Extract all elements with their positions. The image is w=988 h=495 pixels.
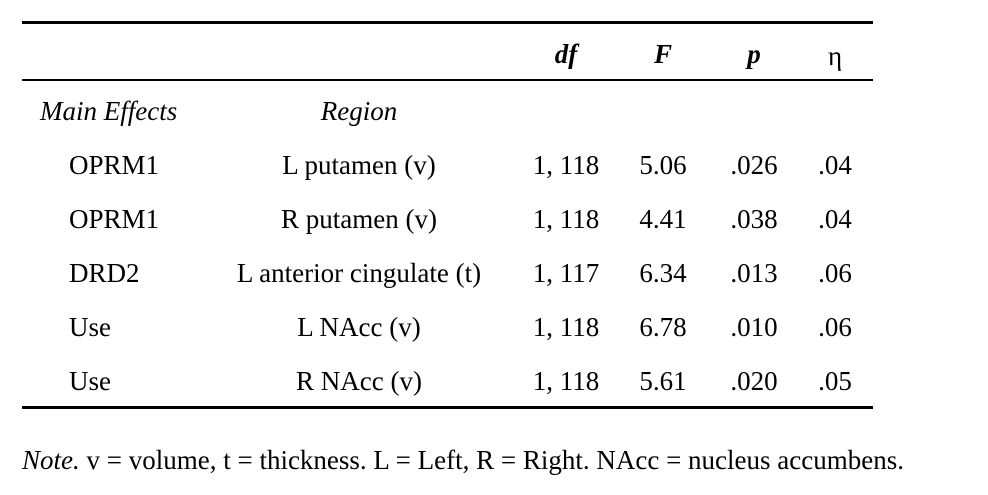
row-eta: .05 <box>818 366 852 396</box>
row-df: 1, 117 <box>532 258 600 288</box>
subheader-main-effects: Main Effects <box>40 96 178 126</box>
row-p: .038 <box>730 204 778 234</box>
row-effect: Use <box>69 312 111 342</box>
header-p: p <box>747 39 761 69</box>
table-bottom-rule <box>22 406 873 409</box>
row-f: 5.06 <box>639 150 687 180</box>
row-region: R NAcc (v) <box>296 366 422 396</box>
row-df: 1, 118 <box>532 366 600 396</box>
row-df: 1, 118 <box>532 204 600 234</box>
subheader-region: Region <box>320 96 398 126</box>
row-region: L putamen (v) <box>282 150 436 180</box>
header-df: df <box>554 39 578 69</box>
row-effect: OPRM1 <box>69 150 160 180</box>
note-text: v = volume, t = thickness. L = Left, R =… <box>79 445 904 475</box>
row-p: .010 <box>730 312 778 342</box>
row-p: .013 <box>730 258 778 288</box>
row-f: 6.34 <box>639 258 687 288</box>
row-f: 4.41 <box>639 204 687 234</box>
row-eta: .06 <box>818 312 852 342</box>
row-eta: .04 <box>818 204 852 234</box>
row-effect: OPRM1 <box>69 204 160 234</box>
note-label: Note. <box>22 445 80 475</box>
row-p: .020 <box>730 366 778 396</box>
row-eta: .06 <box>818 258 852 288</box>
row-region: R putamen (v) <box>281 204 437 234</box>
row-df: 1, 118 <box>532 150 600 180</box>
row-effect: Use <box>69 366 111 396</box>
row-eta: .04 <box>818 150 852 180</box>
row-region: L anterior cingulate (t) <box>236 258 482 288</box>
table-note: Note. v = volume, t = thickness. L = Lef… <box>22 444 904 476</box>
row-region: L NAcc (v) <box>297 312 421 342</box>
row-effect: DRD2 <box>69 258 140 288</box>
row-f: 5.61 <box>639 366 687 396</box>
header-eta: η <box>827 41 843 71</box>
table-header-rule <box>22 79 873 81</box>
header-f: F <box>653 39 672 69</box>
row-p: .026 <box>730 150 778 180</box>
row-f: 6.78 <box>639 312 687 342</box>
row-df: 1, 118 <box>532 312 600 342</box>
table-top-rule <box>22 21 873 24</box>
